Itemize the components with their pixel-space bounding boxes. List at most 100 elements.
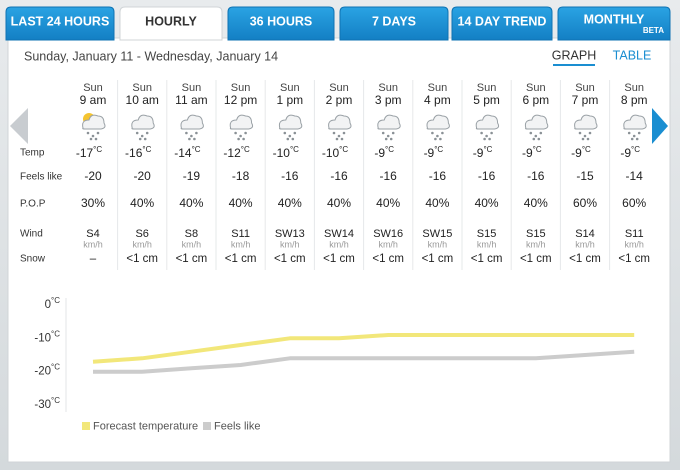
tab-label: HOURLY [145, 14, 197, 28]
wind-unit: km/h [378, 239, 398, 249]
graph-toggle[interactable]: GRAPH [552, 48, 596, 62]
cloud [82, 114, 106, 130]
snowflake [96, 131, 100, 135]
pop: 40% [327, 196, 351, 210]
temp-value: -9 [374, 146, 385, 160]
wind-unit: km/h [575, 239, 595, 249]
hour-day: Sun [329, 82, 349, 94]
temp-unit: °C [582, 145, 591, 154]
hour-time: 1 pm [276, 93, 303, 107]
temp-value: -9 [424, 146, 435, 160]
hour-day: Sun [624, 82, 644, 94]
temp-unit: °C [631, 145, 640, 154]
temp-value: -9 [620, 146, 631, 160]
snowflake [485, 134, 488, 138]
snowflake [439, 137, 442, 141]
cloud [328, 114, 352, 130]
tab[interactable]: 7 DAYS [339, 6, 449, 41]
weather-icon [229, 114, 254, 141]
hour-day: Sun [83, 82, 103, 94]
temp-unit: °C [290, 145, 299, 154]
wind: SW13 [275, 228, 305, 240]
snowflake [145, 131, 149, 135]
temp-value: -16 [125, 146, 143, 160]
cloud [426, 114, 450, 130]
hour-day: Sun [575, 82, 595, 94]
temp-value: -9 [473, 146, 484, 160]
snowflake [632, 134, 636, 138]
hour-time: 4 pm [424, 93, 451, 107]
hour-day: Sun [378, 82, 398, 94]
wind: S4 [86, 228, 99, 240]
snowflake [237, 137, 240, 141]
snowflake [488, 137, 491, 141]
row-label: Feels like [20, 172, 63, 183]
snowflake [529, 131, 533, 135]
wind-unit: km/h [526, 239, 546, 249]
temp: -16°C [125, 145, 152, 160]
weather-icon [82, 113, 106, 141]
temp-unit: °C [339, 145, 348, 154]
legend-label: Feels like [214, 420, 260, 432]
wind: S11 [625, 228, 644, 240]
temp: -9°C [424, 145, 444, 160]
snowflake [391, 131, 395, 135]
temp-unit: °C [142, 145, 151, 154]
table-toggle[interactable]: TABLE [613, 48, 652, 62]
feels-like: -16 [281, 169, 299, 183]
tab-shape [451, 6, 553, 41]
snowflake [537, 137, 541, 141]
temp: -9°C [374, 145, 394, 160]
snow: <1 cm [372, 253, 404, 265]
wind: S6 [135, 228, 148, 240]
pop: 40% [229, 196, 253, 210]
snowflake [195, 131, 198, 135]
wind: S11 [231, 228, 250, 240]
wind: S15 [526, 228, 546, 240]
row-label: Temp [20, 148, 45, 159]
tab-label: 14 DAY TREND [458, 14, 547, 28]
weather-icon [426, 114, 450, 141]
wind-unit: km/h [132, 239, 152, 249]
snowflake [140, 134, 144, 138]
tab-label: MONTHLY [584, 12, 645, 26]
snowflake [332, 131, 336, 135]
tab[interactable]: HOURLY [119, 6, 223, 41]
tab[interactable]: 14 DAY TREND [451, 6, 553, 41]
snow: <1 cm [225, 253, 257, 265]
temp: -17°C [76, 145, 103, 160]
tab-label: 7 DAYS [372, 14, 416, 28]
weather-icon [180, 114, 204, 141]
temp-value: -10 [273, 146, 291, 160]
legend-label: Forecast temperature [93, 420, 198, 432]
snowflake [436, 134, 439, 138]
snowflake [581, 137, 585, 141]
tab[interactable]: LAST 24 HOURS [5, 6, 115, 41]
temp-unit: °C [483, 145, 492, 154]
snowflake [588, 131, 592, 135]
temp: -9°C [473, 145, 493, 160]
wind-unit: km/h [329, 239, 349, 249]
snowflake [490, 131, 493, 135]
feels-like: -20 [134, 169, 152, 183]
snow: <1 cm [618, 253, 650, 265]
y-tick-label: 0°C [45, 296, 61, 311]
hour-time: 7 pm [572, 93, 599, 107]
cloud [574, 114, 598, 130]
temp-value: -10 [322, 146, 340, 160]
temp-unit: °C [192, 145, 201, 154]
prev-arrow[interactable] [10, 108, 28, 144]
feels-like: -16 [330, 169, 348, 183]
hour-time: 8 pm [621, 93, 648, 107]
snowflake [480, 131, 483, 135]
snowflake [86, 131, 90, 135]
temp: -14°C [174, 145, 201, 160]
next-arrow[interactable] [652, 108, 668, 144]
snowflake [434, 137, 437, 141]
snowflake [337, 134, 341, 138]
tab-shape [339, 6, 449, 41]
tab[interactable]: 36 HOURS [227, 6, 335, 41]
snow: <1 cm [520, 253, 552, 265]
feels-like: -16 [478, 169, 496, 183]
